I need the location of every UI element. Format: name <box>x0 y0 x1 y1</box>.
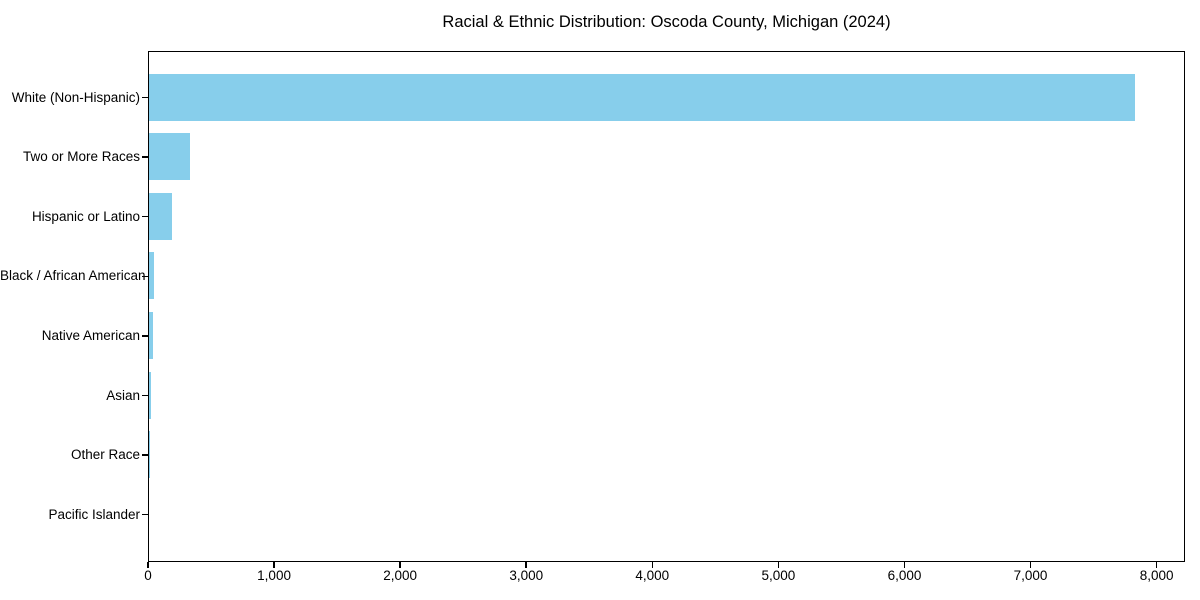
y-tick-mark <box>142 394 148 397</box>
chart-title: Racial & Ethnic Distribution: Oscoda Cou… <box>442 13 891 31</box>
bar-black-african-american <box>149 252 155 300</box>
x-tick-mark <box>651 562 654 568</box>
x-tick-label: 0 <box>144 568 152 583</box>
x-tick-label: 6,000 <box>887 568 922 583</box>
y-tick-mark <box>142 513 148 516</box>
bar-hispanic-or-latino <box>149 192 172 240</box>
x-tick-mark <box>1155 562 1158 568</box>
y-tick-label: Native American <box>41 327 140 343</box>
x-tick-label: 7,000 <box>1013 568 1048 583</box>
y-tick-mark <box>142 335 148 337</box>
plot-area <box>148 51 1185 562</box>
bar-two-or-more-races <box>149 133 190 181</box>
x-tick-mark <box>525 562 527 568</box>
x-tick-mark <box>1029 562 1032 568</box>
y-tick-label: Other Race <box>70 447 140 463</box>
x-tick-mark <box>147 562 149 568</box>
y-tick-mark <box>142 156 148 158</box>
x-tick-mark <box>273 562 275 568</box>
bar-other-race <box>149 431 150 479</box>
x-tick-label: 4,000 <box>635 568 670 583</box>
y-tick-mark <box>142 215 148 218</box>
x-tick-mark <box>399 562 401 568</box>
y-tick-label: Two or More Races <box>22 149 140 165</box>
x-tick-label: 8,000 <box>1139 568 1174 583</box>
x-tick-label: 3,000 <box>509 568 544 583</box>
x-tick-label: 1,000 <box>257 568 291 583</box>
y-tick-mark <box>142 275 148 278</box>
bar-white-non-hispanic <box>149 73 1135 121</box>
y-tick-label: White (Non-Hispanic) <box>11 89 140 105</box>
y-tick-label: Black / African American <box>0 268 146 284</box>
x-tick-mark <box>903 562 906 568</box>
bar-asian <box>149 371 151 419</box>
y-tick-mark <box>142 454 148 456</box>
x-tick-mark <box>777 562 780 568</box>
x-tick-label: 2,000 <box>383 568 418 583</box>
y-tick-label: Pacific Islander <box>48 506 140 522</box>
y-tick-mark <box>142 96 148 99</box>
y-tick-label: Hispanic or Latino <box>31 208 140 224</box>
y-tick-label: Asian <box>106 387 140 403</box>
x-tick-label: 5,000 <box>761 568 796 583</box>
bar-native-american <box>149 311 154 359</box>
